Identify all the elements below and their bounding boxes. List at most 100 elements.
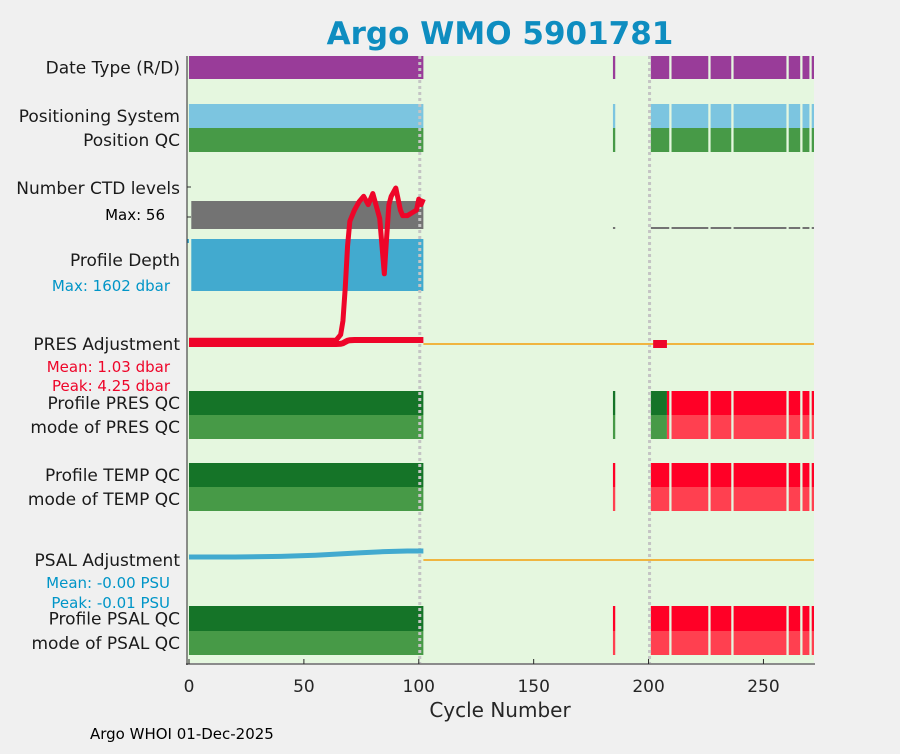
status-segment	[802, 56, 810, 79]
status-segment	[710, 104, 732, 128]
status-segment	[612, 104, 616, 128]
status-segment	[612, 56, 616, 79]
x-tick-label: 50	[293, 677, 315, 697]
status-segment	[733, 128, 787, 152]
status-segment	[802, 606, 810, 631]
status-segment	[612, 391, 616, 415]
status-segment	[710, 631, 732, 655]
status-segment	[733, 415, 787, 439]
status-segment	[788, 606, 801, 631]
status-segment	[650, 56, 670, 79]
status-segment	[650, 415, 667, 439]
profile-depth-max: Max: 1602 dbar	[52, 277, 171, 295]
status-segment	[666, 415, 670, 439]
x-tick-label: 100	[403, 677, 435, 697]
plot-background	[187, 56, 814, 663]
status-segment	[802, 128, 810, 152]
series-lines	[189, 185, 814, 561]
pres-adjustment-mark	[653, 340, 667, 348]
status-segment	[733, 631, 787, 655]
chart-title: Argo WMO 5901781	[327, 16, 674, 52]
ctd-levels-mark	[788, 227, 801, 229]
status-segment	[612, 487, 616, 511]
status-segment	[189, 631, 424, 655]
status-segment	[650, 606, 670, 631]
row-label: mode of TEMP QC	[28, 490, 180, 510]
status-segment	[802, 463, 810, 487]
row-labels: Date Type (R/D) Positioning System Positio…	[16, 59, 180, 655]
psal-adjustment-peak: Peak: -0.01 PSU	[51, 594, 170, 612]
status-segment	[788, 104, 801, 128]
status-segment	[710, 128, 732, 152]
ctd-levels-max: Max: 56	[105, 206, 165, 224]
status-segment	[189, 391, 424, 415]
status-segment	[671, 104, 709, 128]
ctd-levels-mark	[710, 227, 732, 229]
status-segment	[671, 128, 709, 152]
x-tick-label: 150	[517, 677, 549, 697]
status-segment	[802, 104, 810, 128]
psal-adjustment-mean: Mean: -0.00 PSU	[46, 574, 170, 592]
status-segment	[612, 128, 616, 152]
status-segment	[710, 463, 732, 487]
pres-adjustment-peak: Peak: 4.25 dbar	[52, 377, 171, 395]
ctd-levels-mark	[650, 227, 670, 229]
ctd-levels-mark	[811, 227, 814, 229]
status-segment	[671, 56, 709, 79]
status-segment	[650, 128, 670, 152]
status-segment	[650, 487, 670, 511]
status-segment	[710, 56, 732, 79]
status-segment	[671, 391, 709, 415]
status-segment	[802, 391, 810, 415]
status-segment	[189, 487, 424, 511]
status-segment	[811, 104, 814, 128]
status-segment	[671, 463, 709, 487]
row-label: Profile TEMP QC	[45, 466, 180, 486]
status-segment	[189, 104, 424, 128]
ctd-levels-bar	[191, 201, 424, 229]
ctd-levels-mark	[612, 227, 616, 229]
x-axis: 0 50 100 150 200 250 Cycle Number	[184, 56, 815, 722]
status-segment	[612, 463, 616, 487]
status-segment	[811, 631, 814, 655]
status-segment	[811, 487, 814, 511]
pres-adjustment-line	[189, 337, 424, 347]
status-segment	[733, 104, 787, 128]
status-segment	[788, 56, 801, 79]
status-segment	[650, 104, 670, 128]
status-segment	[733, 463, 787, 487]
status-segment	[733, 606, 787, 631]
psal-adjustment-line	[189, 548, 424, 560]
status-segment	[650, 391, 667, 415]
status-segment	[733, 56, 787, 79]
status-segment	[650, 631, 670, 655]
status-segment	[189, 415, 424, 439]
profile-depth-label: Profile Depth	[70, 251, 180, 271]
status-segment	[788, 391, 801, 415]
ctd-levels-line	[189, 185, 426, 343]
row-label: mode of PSAL QC	[31, 634, 180, 654]
status-segment	[811, 415, 814, 439]
status-segment	[612, 606, 616, 631]
status-segment	[802, 631, 810, 655]
row-label: Profile PSAL QC	[49, 610, 180, 630]
profile-depth-axis-mark	[187, 239, 189, 243]
psal-adjustment-label: PSAL Adjustment	[35, 551, 181, 571]
ctd-levels-mark	[802, 227, 810, 229]
status-segment	[612, 415, 616, 439]
pres-adjustment-label: PRES Adjustment	[33, 335, 180, 355]
x-tick-label: 250	[747, 677, 779, 697]
status-segment	[710, 487, 732, 511]
status-segment	[710, 415, 732, 439]
status-segment	[733, 391, 787, 415]
status-segment	[802, 487, 810, 511]
status-segment	[788, 631, 801, 655]
status-segment	[788, 487, 801, 511]
profile-depth-bar	[191, 239, 424, 291]
status-segment	[788, 128, 801, 152]
status-segment	[671, 487, 709, 511]
status-segment	[811, 391, 814, 415]
status-segment	[671, 606, 709, 631]
